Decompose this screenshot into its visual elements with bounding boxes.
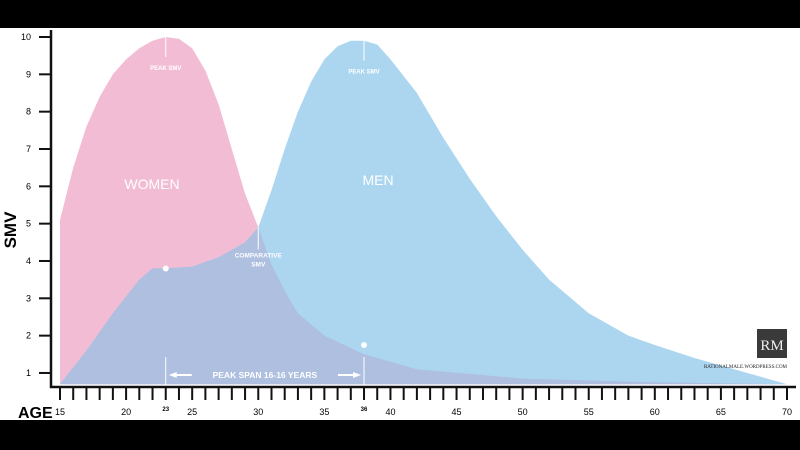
series-label-women: WOMEN — [124, 176, 179, 192]
y-tick-label: 2 — [26, 331, 31, 341]
y-tick-label: 9 — [26, 69, 31, 79]
x-tick-label: 50 — [518, 407, 528, 417]
arrow-left-icon — [168, 372, 192, 378]
y-tick-label: 5 — [26, 219, 31, 229]
women-peak-label: PEAK SMV — [150, 66, 181, 72]
comparative-label: SMV — [251, 261, 266, 268]
x-tick-label: 35 — [319, 407, 329, 417]
x-axis-label: AGE — [18, 405, 53, 422]
y-tick-label: 1 — [26, 368, 31, 378]
x-tick-label: 60 — [650, 407, 660, 417]
y-tick-label: 4 — [26, 256, 31, 266]
arrow-right-icon — [338, 372, 362, 378]
logo: RM RATIONALMALE.WORDPRESS.COM — [704, 329, 788, 370]
y-axis-label: SMV — [1, 211, 20, 249]
logo-site: RATIONALMALE.WORDPRESS.COM — [704, 365, 788, 370]
logo-mark: RM — [760, 338, 783, 354]
data-dot — [361, 341, 368, 348]
x-tick-label: 25 — [187, 407, 197, 417]
x-tick-label: 30 — [253, 407, 263, 417]
data-dot — [162, 265, 169, 272]
men-peak-label: PEAK SMV — [348, 70, 379, 76]
comparative-label: COMPARATIVE — [235, 252, 283, 259]
age-marker-label: 23 — [162, 407, 169, 413]
x-tick-label: 65 — [716, 407, 726, 417]
x-tick-label: 55 — [584, 407, 594, 417]
x-tick-label: 70 — [782, 407, 792, 417]
series-label-men: MEN — [362, 172, 393, 188]
y-tick-label: 7 — [26, 144, 31, 154]
x-tick-label: 45 — [452, 407, 462, 417]
y-tick-label: 3 — [26, 293, 31, 303]
y-tick-label: 6 — [26, 181, 31, 191]
age-marker-label: 36 — [361, 407, 368, 413]
y-tick-label: 10 — [21, 32, 31, 42]
y-tick-label: 8 — [26, 107, 31, 117]
x-tick-label: 40 — [385, 407, 395, 417]
peak-span-label: PEAK SPAN 16-16 YEARS — [213, 370, 318, 380]
x-tick-label: 15 — [55, 407, 65, 417]
x-tick-label: 20 — [121, 407, 131, 417]
